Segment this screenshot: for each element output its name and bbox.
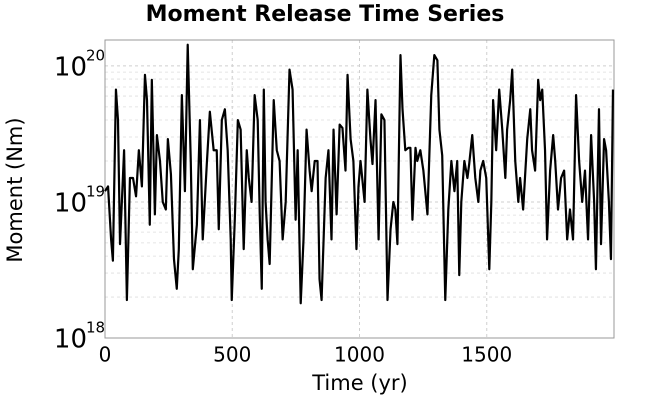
y-tick-label: 10 xyxy=(54,52,87,82)
x-tick-label: 0 xyxy=(99,343,112,367)
y-axis-label: Moment (Nm) xyxy=(3,117,27,262)
y-tick-label: 10 xyxy=(54,325,87,355)
y-tick-exponent: 19 xyxy=(86,182,105,200)
x-tick-label: 1000 xyxy=(334,343,385,367)
plot-frame xyxy=(104,39,615,339)
y-tick-label: 10 xyxy=(54,188,87,218)
x-tick-label: 500 xyxy=(213,343,251,367)
y-tick-exponent: 18 xyxy=(86,319,105,337)
y-tick-exponent: 20 xyxy=(86,46,105,64)
x-tick-label: 1500 xyxy=(461,343,512,367)
x-axis-label: Time (yr) xyxy=(311,371,408,395)
series-line xyxy=(104,43,615,305)
chart-title: Moment Release Time Series xyxy=(146,2,505,27)
